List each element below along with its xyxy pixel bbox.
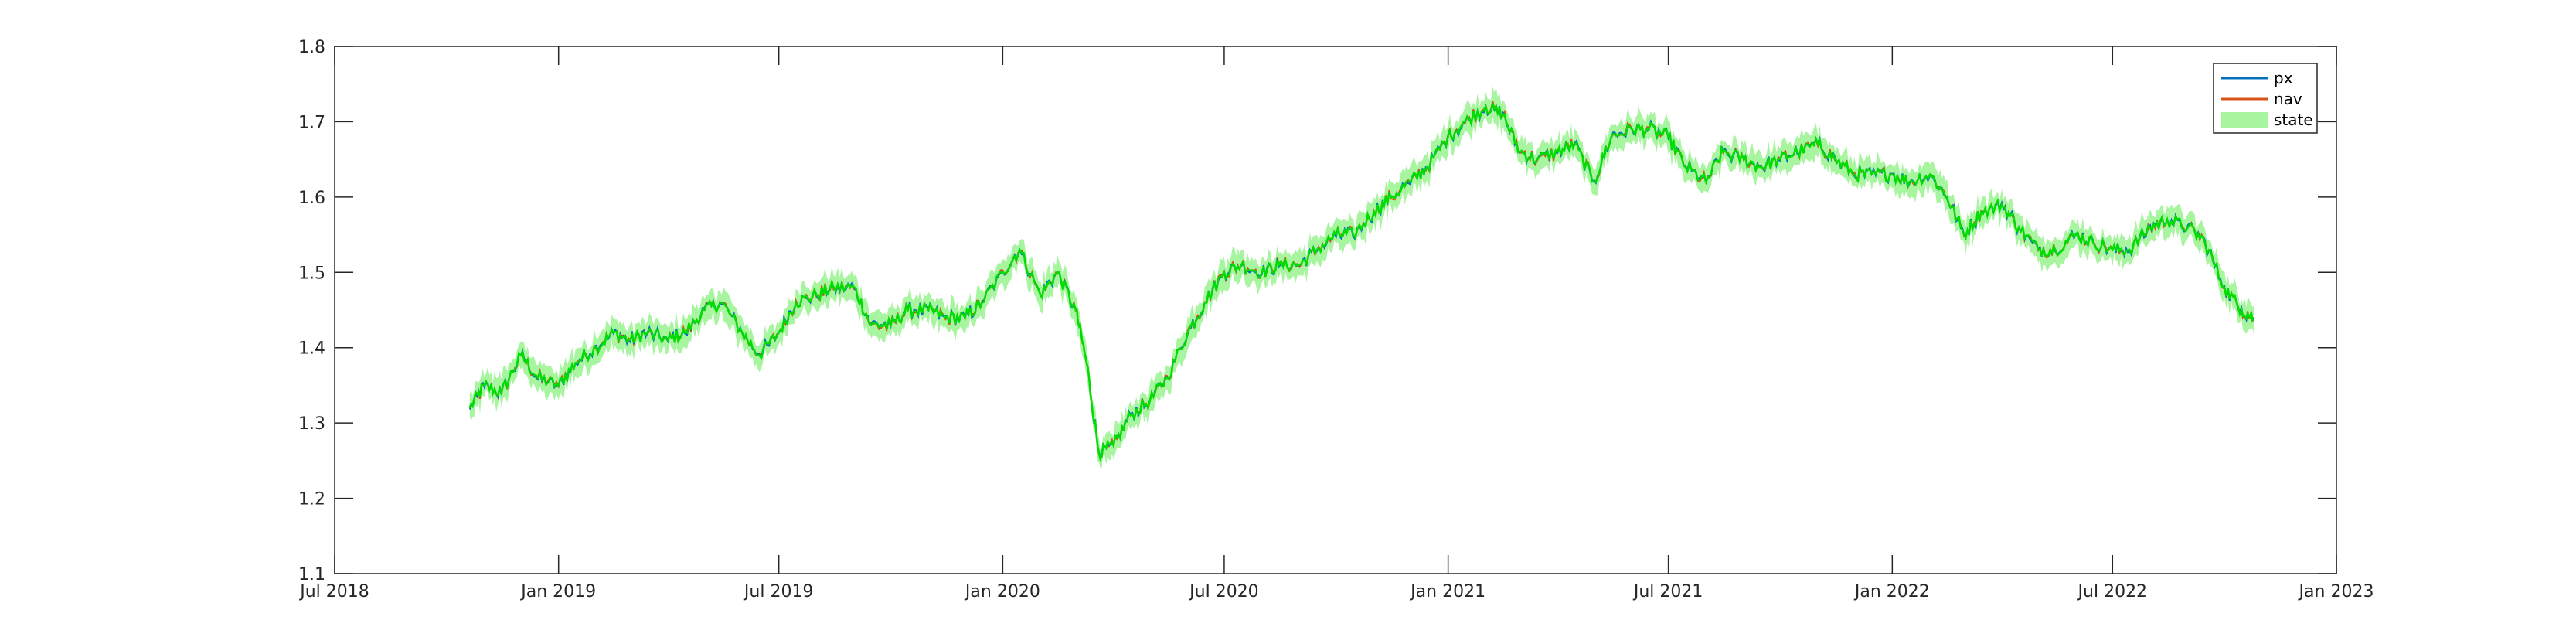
y-tick-label: 1.8 <box>298 38 325 57</box>
y-tick-label: 1.2 <box>298 490 325 509</box>
y-axis: 1.1 1.2 1.3 1.4 1.5 1.6 1.7 1.8 <box>298 38 2336 584</box>
y-tick-label: 1.5 <box>298 264 325 283</box>
x-tick-label: Jul 2019 <box>743 582 814 601</box>
x-tick-label: Jul 2020 <box>1188 582 1259 601</box>
plot-area <box>335 46 2336 574</box>
x-tick-label: Jan 2019 <box>519 582 596 601</box>
y-tick-label: 1.1 <box>298 565 325 584</box>
x-tick-label: Jan 2020 <box>964 582 1040 601</box>
x-axis: Jul 2018 Jan 2019 Jul 2019 Jan 2020 Jul 2020… <box>298 46 2374 601</box>
x-tick-label: Jan 2023 <box>2298 582 2374 601</box>
x-tick-label: Jul 2022 <box>2077 582 2148 601</box>
series-state-band <box>469 87 2254 469</box>
x-tick-label: Jan 2021 <box>1409 582 1485 601</box>
y-tick-label: 1.4 <box>298 339 325 359</box>
y-tick-label: 1.3 <box>298 414 325 434</box>
legend-label-px: px <box>2274 69 2293 87</box>
state-band-layer <box>469 87 2254 469</box>
series-line-layer <box>468 101 2255 462</box>
legend: px nav state <box>2213 63 2318 134</box>
series-state-line <box>468 103 2255 462</box>
legend-swatch-state <box>2221 112 2268 128</box>
plot-frame <box>334 46 2337 574</box>
x-tick-label: Jul 2021 <box>1632 582 1703 601</box>
legend-label-state: state <box>2274 111 2313 129</box>
x-tick-label: Jul 2018 <box>298 582 369 601</box>
legend-label-nav: nav <box>2274 90 2302 108</box>
y-tick-label: 1.7 <box>298 113 325 132</box>
y-tick-label: 1.6 <box>298 189 325 208</box>
x-tick-label: Jan 2022 <box>1853 582 1930 601</box>
